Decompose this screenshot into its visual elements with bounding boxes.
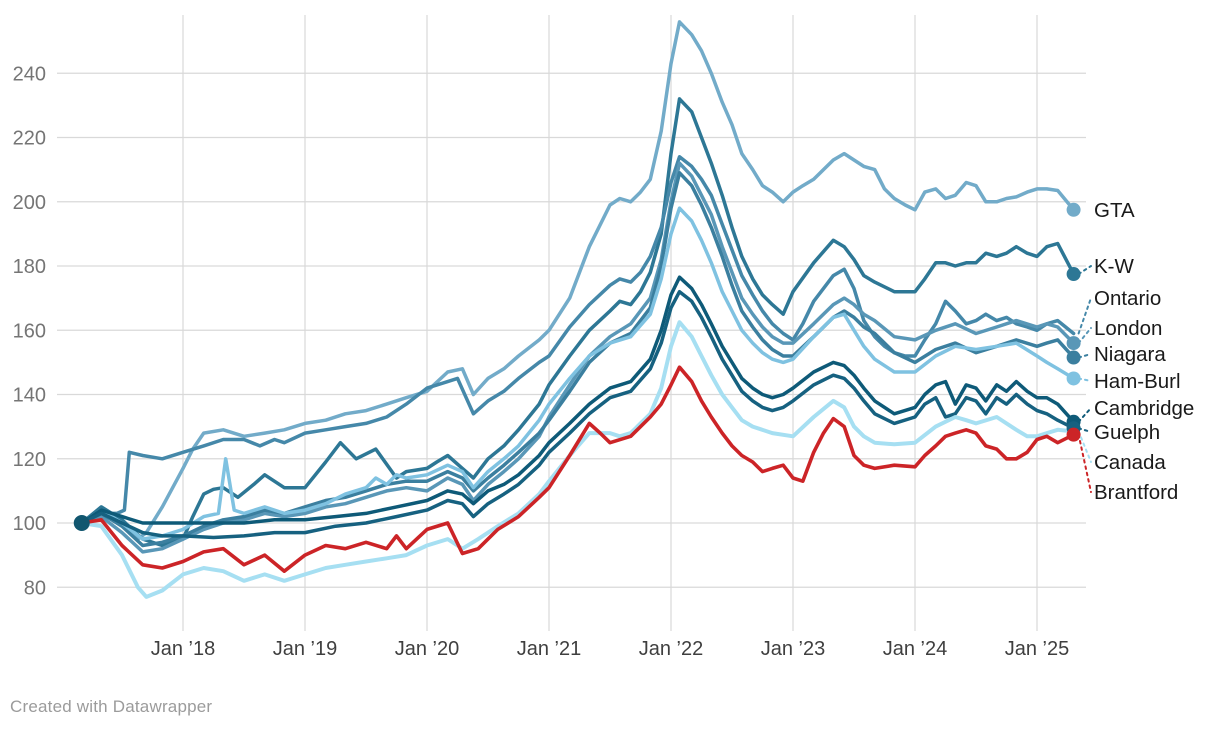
series-label-niagara: Niagara bbox=[1094, 343, 1166, 366]
line-brantford[interactable] bbox=[79, 365, 1076, 574]
series-label-cambridge: Cambridge bbox=[1094, 397, 1194, 420]
series-label-k-w: K-W bbox=[1094, 255, 1135, 278]
x-tick-label: Jan ’24 bbox=[883, 638, 948, 660]
line-london[interactable] bbox=[79, 161, 1076, 554]
leader-ham-burl bbox=[1077, 377, 1092, 382]
series-label-canada: Canada bbox=[1094, 451, 1166, 474]
series-label-guelph: Guelph bbox=[1094, 421, 1160, 444]
line-k-w[interactable] bbox=[79, 97, 1076, 548]
start-dot bbox=[73, 515, 90, 531]
line-cambridge[interactable] bbox=[79, 275, 1076, 525]
leader-cambridge bbox=[1077, 407, 1092, 423]
leader-niagara bbox=[1077, 353, 1092, 359]
line-guelph[interactable] bbox=[79, 289, 1076, 540]
y-tick-label: 220 bbox=[13, 128, 46, 150]
y-tick-label: 180 bbox=[13, 256, 46, 278]
y-tick-label: 240 bbox=[13, 63, 46, 85]
x-tick-label: Jan ’25 bbox=[1005, 638, 1070, 660]
y-tick-label: 100 bbox=[13, 513, 46, 535]
end-dot-gta[interactable] bbox=[1066, 202, 1081, 217]
line-gta[interactable] bbox=[79, 20, 1076, 541]
y-tick-label: 160 bbox=[13, 320, 46, 342]
leader-guelph bbox=[1077, 427, 1092, 433]
x-tick-label: Jan ’22 bbox=[639, 638, 704, 660]
y-tick-label: 80 bbox=[24, 577, 46, 599]
line-canada[interactable] bbox=[79, 320, 1076, 599]
y-tick-label: 120 bbox=[13, 449, 46, 471]
series-label-ham-burl: Ham-Burl bbox=[1094, 370, 1181, 393]
end-dot-k-w[interactable] bbox=[1066, 267, 1081, 282]
series-label-ontario: Ontario bbox=[1094, 287, 1161, 310]
y-tick-label: 140 bbox=[13, 385, 46, 407]
datawrapper-credit: Created with Datawrapper bbox=[10, 697, 213, 716]
leader-canada bbox=[1077, 430, 1092, 463]
end-dot-brantford[interactable] bbox=[1066, 427, 1081, 442]
x-tick-label: Jan ’20 bbox=[395, 638, 460, 660]
x-axis-labels: Jan ’18 Jan ’19 Jan ’20 Jan ’21 Jan ’22 Jan ’… bbox=[151, 638, 1070, 660]
line-ontario[interactable] bbox=[79, 155, 1076, 525]
end-dots bbox=[1066, 202, 1081, 442]
line-ham-burl[interactable] bbox=[79, 206, 1076, 541]
series-labels: GTA K-W Ontario London Niagara Ham-Burl Cambri… bbox=[1094, 199, 1194, 504]
series-label-brantford: Brantford bbox=[1094, 481, 1178, 504]
x-tick-label: Jan ’21 bbox=[517, 638, 582, 660]
series-label-london: London bbox=[1094, 317, 1162, 340]
leader-brantford bbox=[1077, 433, 1092, 493]
y-axis-labels: 240 220 200 180 160 140 120 100 80 bbox=[13, 63, 46, 599]
end-dot-ham-burl[interactable] bbox=[1066, 371, 1081, 386]
leader-ontario bbox=[1077, 297, 1092, 335]
end-dot-niagara[interactable] bbox=[1066, 350, 1081, 365]
y-tick-label: 200 bbox=[13, 192, 46, 214]
x-tick-label: Jan ’23 bbox=[761, 638, 826, 660]
series-label-gta: GTA bbox=[1094, 199, 1135, 222]
label-leaders bbox=[1077, 265, 1092, 493]
leader-k-w bbox=[1077, 265, 1092, 276]
series-lines bbox=[79, 20, 1076, 599]
end-dot-london[interactable] bbox=[1066, 336, 1081, 351]
x-tick-label: Jan ’18 bbox=[151, 638, 216, 660]
gridlines bbox=[57, 15, 1086, 631]
leader-london bbox=[1077, 327, 1092, 345]
x-tick-label: Jan ’19 bbox=[273, 638, 338, 660]
